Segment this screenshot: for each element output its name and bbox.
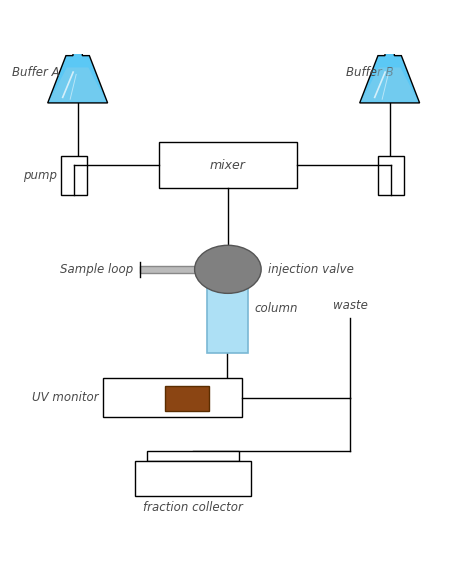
Bar [166, 386, 209, 411]
Bar [207, 281, 248, 352]
Ellipse shape [194, 246, 261, 293]
Text: fraction collector: fraction collector [143, 501, 243, 514]
Bar [103, 378, 242, 417]
Text: waste: waste [333, 299, 368, 312]
Text: UV monitor: UV monitor [32, 391, 99, 404]
Bar [147, 451, 239, 461]
Text: Buffer A: Buffer A [12, 66, 59, 79]
Text: Buffer B: Buffer B [346, 66, 393, 79]
Polygon shape [48, 31, 107, 103]
Text: column: column [255, 301, 298, 315]
Polygon shape [360, 31, 419, 103]
Text: Sample loop: Sample loop [60, 263, 133, 276]
Text: pump: pump [23, 169, 57, 182]
Text: mixer: mixer [210, 159, 246, 172]
Text: injection valve: injection valve [268, 263, 354, 276]
Bar [378, 156, 404, 195]
Polygon shape [361, 67, 418, 102]
Bar [135, 461, 251, 496]
Polygon shape [49, 67, 106, 102]
Bar [140, 266, 198, 273]
Bar [61, 156, 87, 195]
Bar [159, 142, 297, 188]
